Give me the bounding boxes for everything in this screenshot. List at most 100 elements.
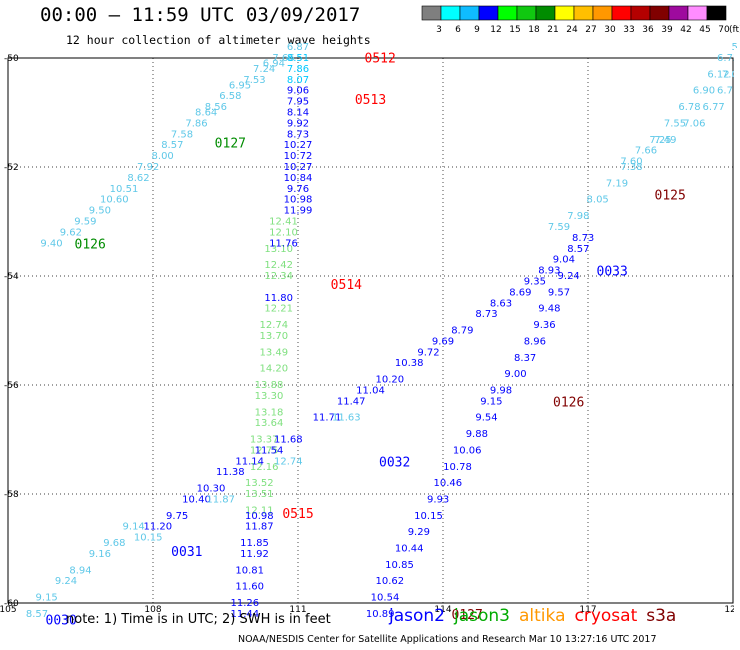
- wave-height-value: 6.87: [287, 42, 309, 53]
- wave-height-value: 12.41: [269, 217, 298, 228]
- wave-height-value: 10.40: [182, 494, 211, 505]
- colorbar-swatch: [706, 5, 727, 21]
- wave-height-value: 9.75: [166, 511, 188, 522]
- wave-height-value: 11.85: [240, 538, 269, 549]
- legend-item-cryosat: cryosat: [574, 606, 638, 626]
- pass-time-label: 0127: [452, 608, 483, 623]
- colorbar-tick-label: 3: [436, 25, 442, 35]
- pass-time-label: 0030: [46, 613, 77, 628]
- wave-height-value: 8.57: [26, 609, 48, 620]
- wave-height-value: 9.72: [417, 347, 439, 358]
- pass-time-label: 0033: [597, 265, 628, 280]
- wave-height-value: 10.81: [235, 565, 264, 576]
- satellite-track-jason3: 12.4112.1013.1012.4212.3412.2112.7413.70…: [245, 217, 362, 517]
- wave-height-value: 9.40: [40, 238, 62, 249]
- wave-height-value: 9.54: [475, 413, 497, 424]
- wave-height-value: 6.77: [703, 102, 725, 113]
- wave-height-value: 10.44: [395, 544, 424, 555]
- wave-height-value: 10.38: [395, 358, 424, 369]
- footer-note: note: 1) Time is in UTC; 2) SWH is in fe…: [66, 612, 331, 627]
- wave-height-value: 6.75: [717, 53, 739, 64]
- wave-height-value: 6.78: [678, 102, 700, 113]
- wave-height-value: 9.62: [60, 227, 82, 238]
- wave-height-value: 8.79: [451, 326, 473, 337]
- wave-height-value: 9.24: [558, 271, 580, 282]
- wave-height-value: 11.47: [337, 396, 366, 407]
- wave-height-value: 10.98: [284, 195, 313, 206]
- wave-height-value: 10.84: [284, 173, 313, 184]
- wave-height-value: 11.63: [332, 413, 361, 424]
- wave-height-value: 8.69: [509, 287, 531, 298]
- wave-height-value: 11.60: [235, 582, 264, 593]
- colorbar-tick-label: 30: [604, 25, 616, 35]
- satellite-track-jason3: 7.607.497.066.776.717.080124: [620, 69, 740, 167]
- wave-height-value: 10.78: [443, 462, 472, 473]
- wave-height-value: 9.93: [427, 494, 449, 505]
- colorbar-tick-label: 21: [547, 25, 558, 35]
- wave-height-value: 7.58: [171, 129, 193, 140]
- wave-height-value: 7.86: [185, 118, 207, 129]
- y-tick-label: -56: [4, 381, 19, 391]
- pass-time-label: 0126: [553, 395, 584, 410]
- colorbar-tick-label: 33: [623, 25, 634, 35]
- pass-time-label: 0127: [215, 136, 246, 151]
- wave-height-value: 7.25: [649, 135, 671, 146]
- wave-height-value: 11.14: [235, 456, 264, 467]
- right-margin: [734, 48, 740, 613]
- satellite-track-jason3: 0127: [452, 608, 483, 623]
- colorbar-tick-label: 24: [566, 25, 578, 35]
- wave-height-value: 7.66: [635, 146, 657, 157]
- wave-height-value: 10.85: [385, 560, 414, 571]
- satellite-track-jason3: 10.15 11.87 12.74 11.63: [134, 413, 361, 544]
- satellite-legend: jason2 jason3 altika cryosat s3a: [389, 606, 685, 626]
- page-subtitle: 12 hour collection of altimeter wave hei…: [66, 33, 371, 47]
- wave-height-value: 6.12: [707, 69, 729, 80]
- wave-height-value: 10.54: [371, 593, 400, 604]
- wave-height-value: 9.36: [533, 320, 555, 331]
- pass-time-label: 0031: [171, 545, 202, 560]
- satellite-track-jason3: 0515: [282, 507, 313, 522]
- y-tick-label: -54: [4, 272, 19, 282]
- colorbar-tick-label: 36: [642, 25, 654, 35]
- wave-height-value: 9.06: [287, 86, 309, 97]
- wave-height-value: 12.75: [250, 445, 279, 456]
- wave-height-value: 11.76: [269, 238, 298, 249]
- wave-height-value: 12.42: [264, 260, 293, 271]
- wave-height-value: 8.73: [287, 129, 309, 140]
- wave-height-value: 12.11: [245, 505, 274, 516]
- wave-height-value: 10.30: [197, 484, 226, 495]
- wave-height-value: 7.38: [620, 162, 642, 173]
- wave-height-value: 12.74: [260, 320, 289, 331]
- wave-height-value: 11.54: [255, 445, 284, 456]
- wave-height-value: 11.87: [206, 494, 235, 505]
- wave-height-value: 7.53: [243, 75, 265, 86]
- colorbar-tick-label: 15: [509, 25, 520, 35]
- y-tick-label: -52: [4, 163, 19, 173]
- satellite-track-jason3: 7.597.98 8.05 7.19 7.38 7.667.25 7.55 6.78 6.90…: [548, 42, 740, 233]
- wave-height-value: 6.94: [263, 58, 285, 69]
- wave-height-value: 11.99: [284, 206, 313, 217]
- satellite-track-jason3: 8.517.868.07 0512: [287, 51, 396, 85]
- wave-height-value: 8.56: [205, 102, 227, 113]
- wave-height-value: 10.51: [110, 184, 139, 195]
- wave-height-value: 13.37: [250, 435, 279, 446]
- colorbar-tick-label: 42: [680, 25, 691, 35]
- wave-height-value: 7.06: [683, 118, 705, 129]
- wave-height-value: 7.95: [287, 97, 309, 108]
- wave-height-value: 8.37: [514, 353, 536, 364]
- legend-item-s3a: s3a: [646, 606, 677, 626]
- wave-height-value: 11.26: [231, 598, 260, 609]
- wave-height-value: 13.18: [255, 407, 284, 418]
- wave-height-value: 8.94: [69, 565, 91, 576]
- wave-height-value: 10.27: [284, 140, 313, 151]
- wave-height-value: 8.73: [475, 309, 497, 320]
- wave-height-value: 14.20: [260, 364, 289, 375]
- colorbar-tick-label: 6: [455, 25, 461, 35]
- wave-height-value: 7.66: [272, 53, 294, 64]
- wave-height-value: 13.52: [245, 478, 274, 489]
- wave-height-value: 8.05: [587, 195, 609, 206]
- wave-height-value: 6.95: [229, 80, 251, 91]
- wave-height-value: 13.30: [255, 391, 284, 402]
- wave-height-value: 8.64: [195, 108, 217, 119]
